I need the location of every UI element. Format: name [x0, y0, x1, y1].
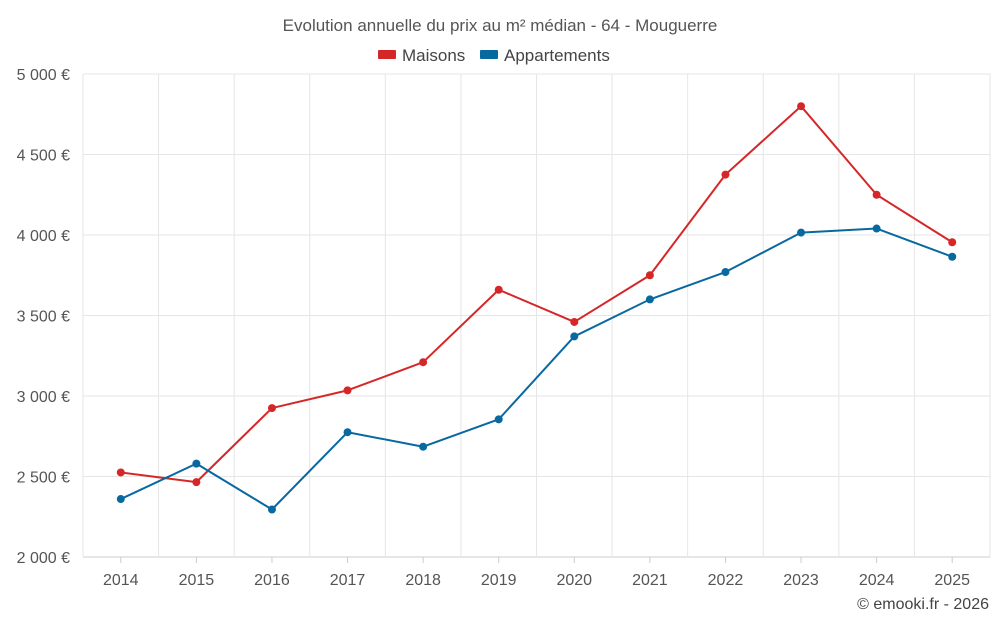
x-tick-label: 2023 [783, 572, 819, 589]
data-point-appartements [192, 459, 201, 468]
legend: Maisons Appartements [378, 46, 610, 65]
data-point-appartements [494, 415, 503, 424]
x-tick-label: 2018 [405, 572, 441, 589]
y-tick-label: 3 000 € [17, 389, 70, 406]
legend-swatch-appartements [480, 50, 498, 59]
data-point-maisons [419, 358, 428, 367]
series-group [116, 102, 957, 514]
data-point-maisons [267, 404, 276, 413]
data-point-appartements [721, 268, 730, 277]
data-point-maisons [948, 238, 957, 247]
data-point-appartements [797, 228, 806, 237]
x-tick-label: 2021 [632, 572, 668, 589]
x-tick-label: 2015 [179, 572, 215, 589]
y-axis: 2 000 € 2 500 € 3 000 € 3 500 € 4 000 € 4 500… [17, 67, 70, 567]
x-tick-label: 2014 [103, 572, 139, 589]
data-point-maisons [645, 271, 654, 280]
data-point-appartements [872, 224, 881, 233]
data-point-maisons [192, 478, 201, 487]
legend-label-maisons: Maisons [402, 46, 465, 65]
chart-title: Evolution annuelle du prix au m² médian … [283, 16, 718, 35]
data-point-maisons [116, 468, 125, 477]
data-point-appartements [645, 295, 654, 304]
data-point-appartements [570, 332, 579, 341]
data-point-appartements [267, 505, 276, 514]
x-tick-label: 2017 [330, 572, 366, 589]
series-line-appartements [120, 227, 953, 511]
data-point-maisons [721, 170, 730, 179]
x-tick-label: 2024 [859, 572, 895, 589]
credit-text: © emooki.fr - 2026 [857, 596, 989, 613]
y-tick-label: 2 500 € [17, 470, 70, 487]
data-point-maisons [872, 190, 881, 199]
data-point-appartements [116, 495, 125, 504]
grid [82, 73, 991, 558]
data-point-appartements [419, 442, 428, 451]
x-tick-label: 2016 [254, 572, 290, 589]
x-tick-label: 2025 [934, 572, 970, 589]
series-line-maisons [120, 105, 953, 484]
y-tick-label: 4 500 € [17, 148, 70, 165]
data-point-maisons [494, 285, 503, 294]
x-tick-label: 2019 [481, 572, 517, 589]
legend-swatch-maisons [378, 50, 396, 59]
legend-label-appartements: Appartements [504, 46, 610, 65]
x-tick-label: 2020 [556, 572, 592, 589]
data-point-appartements [948, 252, 957, 261]
data-point-maisons [570, 317, 579, 326]
y-tick-label: 4 000 € [17, 228, 70, 245]
y-tick-label: 5 000 € [17, 67, 70, 84]
data-point-maisons [797, 102, 806, 111]
data-point-maisons [343, 386, 352, 395]
x-axis: 2014 2015 2016 2017 2018 2019 2020 2021 2022 2023… [103, 557, 970, 589]
data-point-appartements [343, 428, 352, 437]
y-tick-label: 3 500 € [17, 309, 70, 326]
y-tick-label: 2 000 € [17, 550, 70, 567]
x-tick-label: 2022 [708, 572, 744, 589]
